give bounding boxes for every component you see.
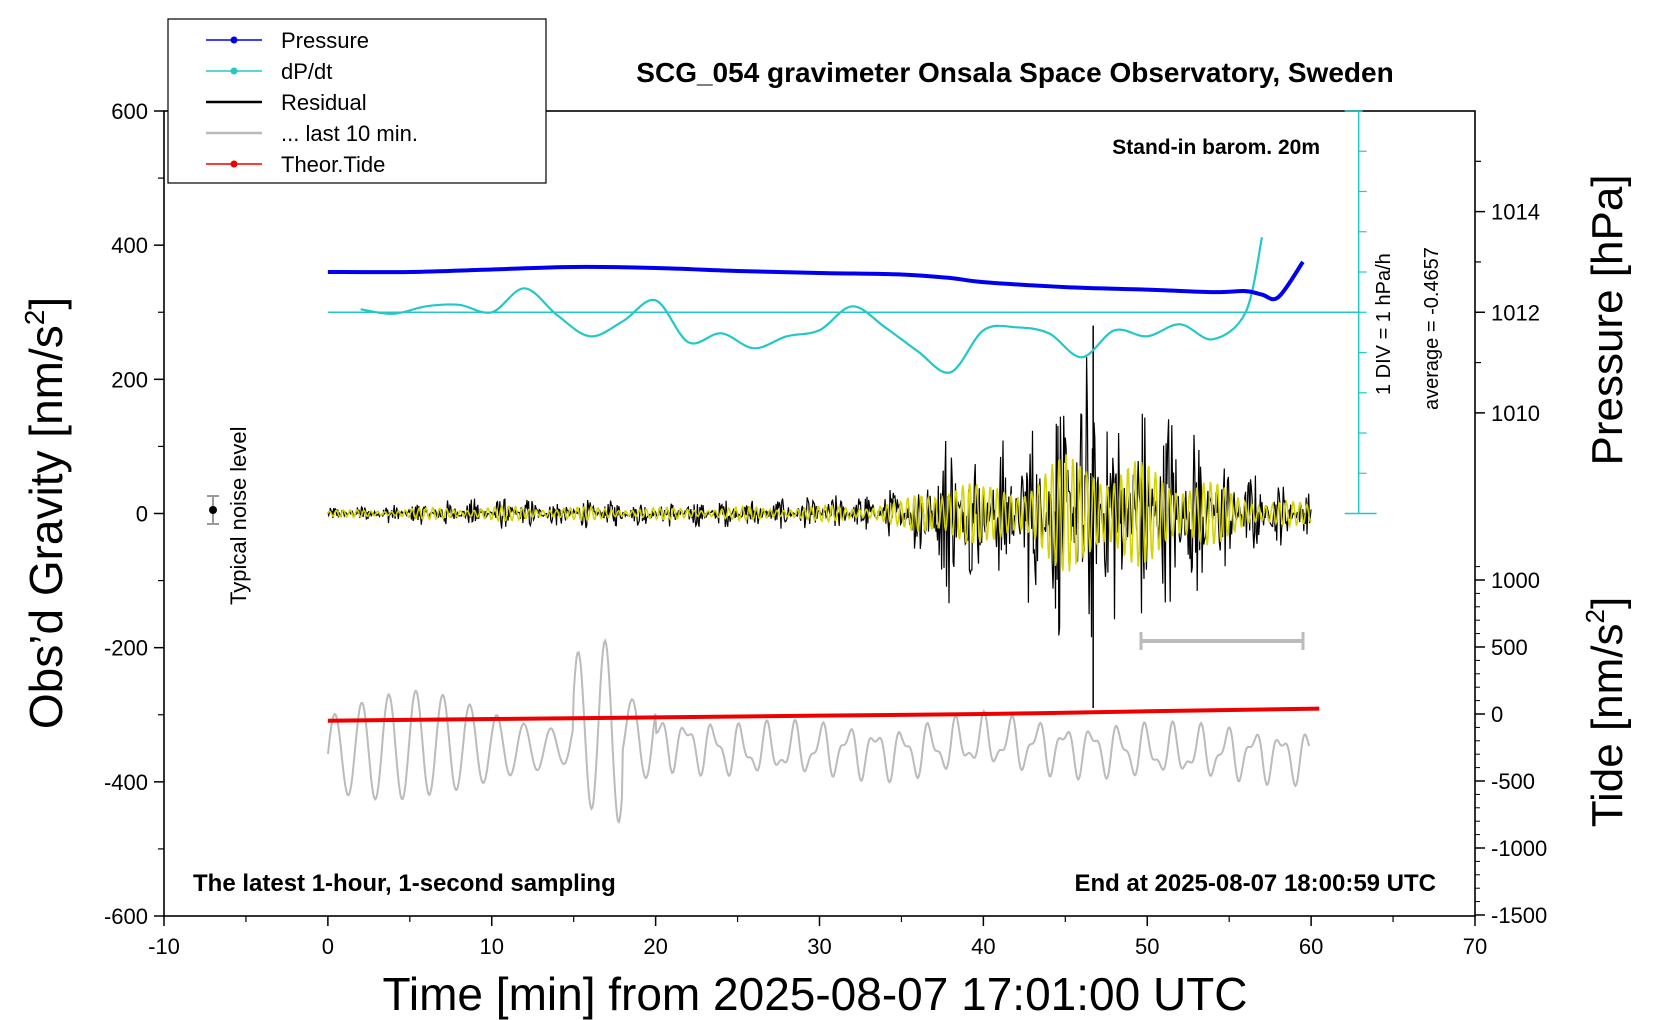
tide-axis-label: Tide [nm/s2] bbox=[1580, 597, 1632, 827]
series-pressure bbox=[327, 260, 1305, 302]
series-theor-tide bbox=[327, 706, 1320, 723]
series-residual-filtered bbox=[327, 454, 1312, 572]
x-tick-label: 30 bbox=[807, 934, 831, 959]
legend-label: ... last 10 min. bbox=[281, 121, 418, 146]
x-tick-label: 20 bbox=[643, 934, 667, 959]
y-tick-label: -600 bbox=[104, 904, 148, 929]
legend-marker bbox=[230, 160, 238, 168]
x-tick-label: -10 bbox=[148, 934, 180, 959]
x-tick-label: 0 bbox=[322, 934, 334, 959]
pressure-tick-label: 1010 bbox=[1491, 401, 1540, 426]
end-annotation: End at 2025-08-07 18:00:59 UTC bbox=[1075, 870, 1437, 897]
last-10-min-bracket bbox=[1139, 632, 1305, 650]
x-tick-label: 60 bbox=[1299, 934, 1323, 959]
y-tick-label: -200 bbox=[104, 636, 148, 661]
tide-axis-label-sup: 2 bbox=[1580, 609, 1610, 623]
y-tick-label: -400 bbox=[104, 770, 148, 795]
average-annotation: average = -0.4657 bbox=[1421, 247, 1443, 410]
legend-label: Theor.Tide bbox=[281, 152, 385, 177]
tide-axis-label-main: Tide [nm/s bbox=[1583, 623, 1632, 827]
tide-tick-label: 1000 bbox=[1491, 568, 1540, 593]
legend-label: dP/dt bbox=[281, 59, 332, 84]
y-tick-label: 400 bbox=[111, 233, 148, 258]
y-axis-ticks: -600 -400 -200 0 200 400 600 bbox=[104, 99, 164, 929]
x-axis-label: Time [min] from 2025-08-07 17:01:00 UTC bbox=[383, 968, 1248, 1020]
pressure-tick-label: 1012 bbox=[1491, 300, 1540, 325]
x-tick-label: 50 bbox=[1135, 934, 1159, 959]
x-axis-ticks: -10 0 10 20 30 40 50 60 70 bbox=[148, 916, 1487, 959]
tide-tick-label: -1500 bbox=[1491, 903, 1547, 928]
series-last-10-min bbox=[326, 638, 1311, 825]
y-tick-label: 600 bbox=[111, 99, 148, 124]
pressure-axis-label: Pressure [hPa] bbox=[1583, 174, 1632, 465]
y-axis-label: Obs’d Gravity [nm/s2] bbox=[19, 297, 72, 729]
x-tick-label: 10 bbox=[480, 934, 504, 959]
dpdt-reference bbox=[327, 110, 1377, 515]
legend-label: Residual bbox=[281, 90, 367, 115]
div-annotation: 1 DIV = 1 hPa/h bbox=[1373, 253, 1395, 395]
series-layer bbox=[326, 237, 1320, 825]
legend: Pressure dP/dt Residual ... last 10 min. The… bbox=[167, 18, 547, 184]
tide-tick-label: 500 bbox=[1491, 635, 1528, 660]
tide-tick-label: -1000 bbox=[1491, 836, 1547, 861]
y-axis-label-main: Obs’d Gravity [nm/s bbox=[20, 325, 72, 729]
tide-axis-label-tail: ] bbox=[1583, 597, 1632, 609]
y-axis-label-sup: 2 bbox=[19, 310, 50, 326]
tide-tick-label: -500 bbox=[1491, 769, 1535, 794]
y-tick-label: 0 bbox=[136, 502, 148, 527]
chart-title: SCG_054 gravimeter Onsala Space Observat… bbox=[636, 57, 1393, 88]
x-tick-label: 70 bbox=[1463, 934, 1487, 959]
y-axis-label-tail: ] bbox=[20, 297, 72, 310]
noise-level-label: Typical noise level bbox=[226, 426, 251, 605]
legend-label: Pressure bbox=[281, 28, 369, 53]
x-tick-label: 40 bbox=[971, 934, 995, 959]
legend-marker bbox=[230, 67, 238, 75]
y-tick-label: 200 bbox=[111, 367, 148, 392]
tide-axis-ticks: -1500 -1000 -500 0 500 1000 bbox=[1475, 566, 1547, 928]
latest-annotation: The latest 1-hour, 1-second sampling bbox=[193, 870, 616, 897]
pressure-axis-ticks: 1010 1012 1014 bbox=[1475, 160, 1540, 426]
pressure-tick-label: 1014 bbox=[1491, 200, 1540, 225]
series-dpdt bbox=[360, 237, 1264, 374]
barom-annotation: Stand-in barom. 20m bbox=[1112, 136, 1320, 159]
noise-level-marker bbox=[207, 495, 219, 525]
tide-tick-label: 0 bbox=[1491, 702, 1503, 727]
legend-marker bbox=[230, 36, 238, 44]
